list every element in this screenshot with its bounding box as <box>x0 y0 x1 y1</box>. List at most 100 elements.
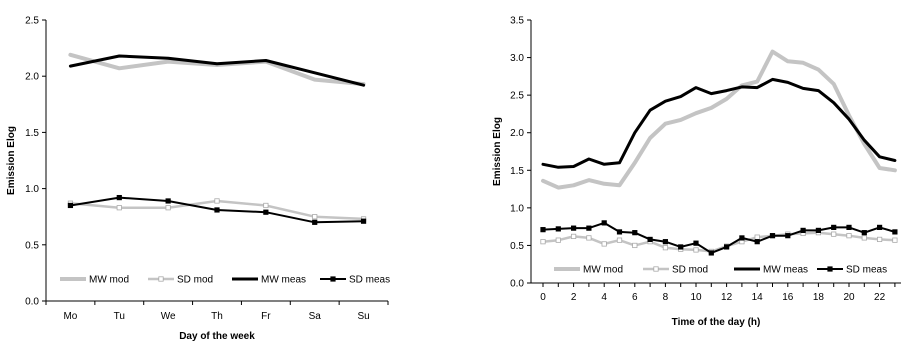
legend-label: SD meas <box>846 265 887 276</box>
data-point <box>892 229 898 235</box>
chart-weekday: 0.0 0.5 1.0 1.5 2.0 2.5 Mo Tu We Th Fr Sa Su Emission… <box>6 16 390 342</box>
x-axis-title: Time of the day (h) <box>672 317 761 328</box>
y-tick-label: 3.5 <box>510 16 524 27</box>
series-line-mw-mod <box>541 49 897 190</box>
data-point <box>800 227 806 233</box>
x-tick-label: 8 <box>663 292 669 303</box>
data-point <box>263 209 269 215</box>
x-tick-label: Su <box>357 311 369 322</box>
data-point <box>708 250 714 256</box>
data-point <box>815 227 822 233</box>
y-tick-label: 2.0 <box>510 128 524 139</box>
legend-label: MW mod <box>583 265 623 276</box>
data-point <box>861 230 867 236</box>
data-point <box>831 224 837 230</box>
x-tick-label: 12 <box>721 292 733 303</box>
legend-marker <box>653 266 659 272</box>
data-point <box>586 235 592 241</box>
y-tick-label: 1.5 <box>25 128 39 139</box>
y-axis-title: Emission Elog <box>492 117 503 186</box>
y-tick-label: 3.0 <box>510 53 524 64</box>
legend-marker <box>330 276 336 282</box>
data-point <box>769 233 776 239</box>
y-tick-label: 0.5 <box>510 241 524 252</box>
x-tick-label: Th <box>211 311 223 322</box>
data-point <box>632 242 638 249</box>
data-point <box>540 239 546 245</box>
x-tick-label: 0 <box>540 292 546 303</box>
data-point <box>555 237 561 243</box>
data-point <box>67 202 74 209</box>
data-point <box>555 226 561 232</box>
x-tick-label: Fr <box>261 311 271 322</box>
x-tick-label: 6 <box>632 292 638 303</box>
data-point <box>116 205 122 211</box>
legend-marker <box>158 276 164 282</box>
y-tick-label: 0.0 <box>510 279 524 290</box>
legend-label: SD mod <box>672 265 708 276</box>
x-tick-label: 20 <box>843 292 855 303</box>
x-tick-label: 14 <box>752 292 764 303</box>
x-tick-label: 2 <box>571 292 577 303</box>
y-tick-label: 0.5 <box>25 240 39 251</box>
data-point <box>693 247 699 253</box>
x-tick-label: Tu <box>114 311 125 322</box>
legend-label: MW meas <box>261 275 306 286</box>
data-point <box>846 233 852 239</box>
data-point <box>754 239 760 245</box>
legend-label: MW mod <box>89 275 129 286</box>
y-tick-label: 0.0 <box>25 297 39 308</box>
data-point <box>214 207 220 213</box>
data-point <box>877 224 883 230</box>
series-line-mw-mod <box>68 52 366 87</box>
x-tick-label: 22 <box>874 292 886 303</box>
data-point <box>877 236 883 243</box>
y-tick-label: 2.5 <box>25 16 39 27</box>
data-point <box>601 220 607 226</box>
data-point <box>312 219 318 225</box>
data-point <box>678 244 684 250</box>
data-point <box>312 214 318 220</box>
x-axis-title: Day of the week <box>179 331 255 342</box>
data-point <box>662 245 669 251</box>
x-tick-label: 10 <box>690 292 702 303</box>
legend-label: MW meas <box>763 265 808 276</box>
data-point <box>116 194 122 201</box>
x-tick-label: We <box>161 311 176 322</box>
data-point <box>571 233 577 240</box>
data-point <box>616 229 623 235</box>
chart-hourly: 0.0 0.5 1.0 1.5 2.0 2.5 3.0 3.5 0 2 4 6 8 10 12 14 16 18 2… <box>492 16 901 328</box>
data-point <box>846 224 852 230</box>
data-point <box>165 198 171 204</box>
data-point <box>586 225 592 231</box>
y-tick-label: 1.0 <box>25 184 39 195</box>
y-tick-label: 2.5 <box>510 91 524 102</box>
data-point <box>165 205 171 211</box>
data-point <box>724 244 730 250</box>
series-line-mw-meas <box>541 77 897 169</box>
legend-label: SD meas <box>349 275 390 286</box>
data-point <box>892 237 898 243</box>
data-point <box>739 235 745 241</box>
data-point <box>263 202 269 209</box>
data-point <box>601 241 607 247</box>
data-point <box>662 239 669 245</box>
data-point <box>214 198 220 204</box>
x-tick-label: 16 <box>782 292 794 303</box>
data-point <box>571 225 577 231</box>
data-point <box>360 218 367 224</box>
x-tick-label: Mo <box>63 311 77 322</box>
data-point <box>616 237 623 243</box>
x-tick-label: 4 <box>601 292 607 303</box>
data-point <box>831 231 837 237</box>
x-tick-label: 18 <box>813 292 825 303</box>
y-tick-label: 1.0 <box>510 203 524 214</box>
data-point <box>647 236 653 243</box>
data-point <box>754 234 760 240</box>
x-tick-label: Sa <box>309 311 322 322</box>
data-point <box>632 230 638 236</box>
data-point <box>693 240 699 246</box>
series-line-mw-meas <box>68 54 366 87</box>
